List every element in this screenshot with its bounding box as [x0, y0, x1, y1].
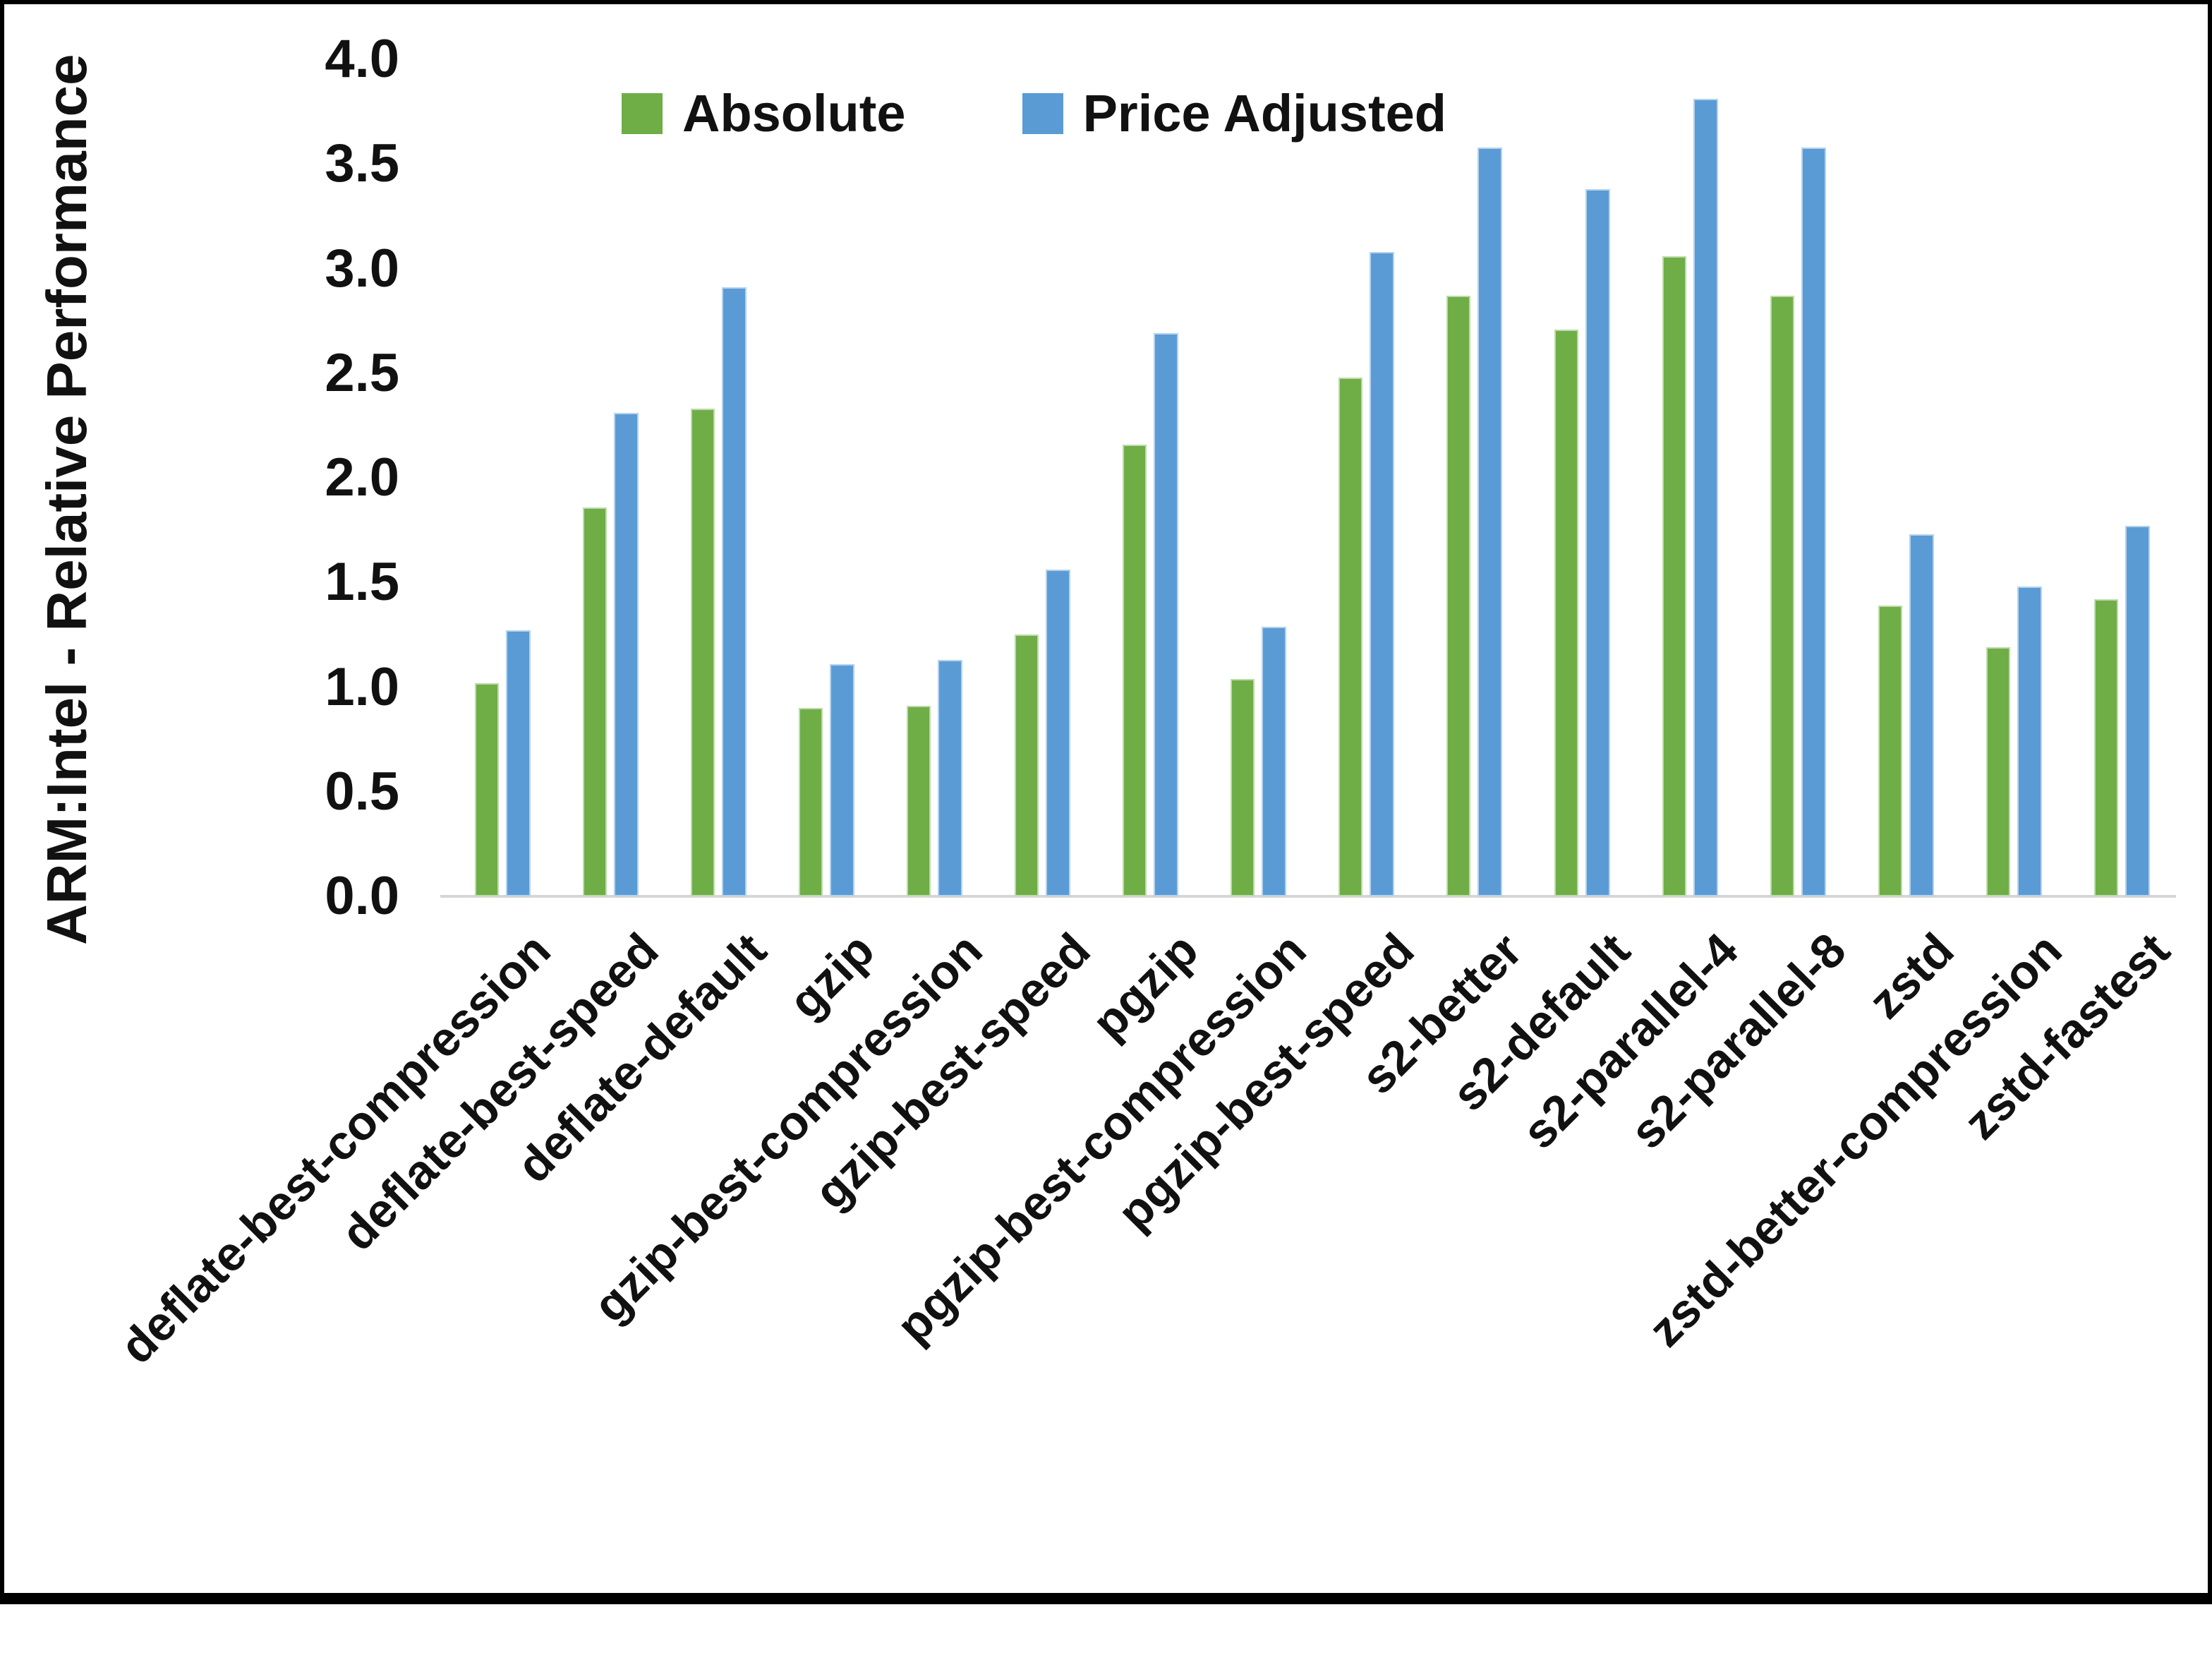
bar-price-adjusted-s2-parallel-4	[1693, 99, 1718, 896]
y-tick-label: 3.0	[325, 238, 399, 299]
bar-absolute-gzip-best-compression	[907, 706, 931, 896]
bar-price-adjusted-deflate-best-compression	[506, 630, 531, 896]
bar-price-adjusted-gzip-best-speed	[1046, 570, 1070, 896]
bar-absolute-zstd-fastest	[2094, 599, 2118, 896]
bar-absolute-pgzip-best-speed	[1338, 377, 1362, 896]
legend-label: Price Adjusted	[1082, 84, 1446, 143]
legend-item: Absolute	[622, 88, 906, 140]
bar-price-adjusted-s2-default	[1585, 188, 1610, 896]
bar-absolute-zstd	[1878, 605, 1902, 896]
bar-chart: ARM:Intel - Relative Performance 4.0 3.5 3…	[4, 4, 2208, 1593]
bar-price-adjusted-zstd-fastest	[2125, 526, 2150, 896]
bar-price-adjusted-zstd	[1909, 534, 1934, 896]
x-axis-line	[440, 895, 2176, 898]
y-tick-label: 3.5	[325, 133, 399, 194]
y-tick-label: 0.0	[325, 866, 399, 926]
bar-absolute-deflate-default	[691, 409, 715, 896]
y-tick-label: 0.5	[325, 761, 399, 822]
y-tick-label: 1.0	[325, 656, 399, 717]
bar-price-adjusted-zstd-better-compression	[2017, 587, 2042, 896]
y-axis-title: ARM:Intel - Relative Performance	[35, 54, 98, 945]
bar-absolute-pgzip-best-compression	[1231, 678, 1255, 896]
bar-absolute-pgzip	[1123, 444, 1147, 896]
bar-absolute-gzip	[799, 708, 823, 896]
legend-swatch-icon	[622, 93, 663, 134]
bar-absolute-gzip-best-speed	[1015, 634, 1039, 896]
bar-absolute-s2-parallel-8	[1770, 296, 1794, 896]
bar-price-adjusted-deflate-best-speed	[614, 413, 639, 896]
bar-price-adjusted-gzip-best-compression	[938, 659, 962, 896]
y-tick-label: 2.5	[325, 342, 399, 403]
y-tick-label: 4.0	[325, 29, 399, 89]
legend-swatch-icon	[1022, 93, 1063, 134]
bar-price-adjusted-gzip	[830, 663, 854, 896]
bar-absolute-deflate-best-speed	[583, 507, 607, 896]
bar-price-adjusted-s2-parallel-8	[1801, 147, 1826, 896]
bar-absolute-deflate-best-compression	[475, 682, 499, 896]
bar-price-adjusted-pgzip-best-compression	[1262, 626, 1286, 896]
bar-price-adjusted-pgzip	[1154, 333, 1178, 896]
bar-absolute-s2-default	[1554, 329, 1578, 896]
legend: Absolute Price Adjusted	[622, 88, 1563, 140]
bar-price-adjusted-pgzip-best-speed	[1370, 251, 1394, 896]
legend-item: Price Adjusted	[1022, 88, 1446, 140]
bar-absolute-s2-better	[1446, 296, 1470, 896]
bar-absolute-zstd-better-compression	[1986, 647, 2010, 896]
bar-absolute-s2-parallel-4	[1662, 255, 1686, 896]
plot-area	[440, 59, 2176, 898]
legend-label: Absolute	[682, 84, 906, 143]
bar-price-adjusted-deflate-default	[722, 287, 747, 896]
y-tick-label: 1.5	[325, 552, 399, 613]
bar-price-adjusted-s2-better	[1477, 147, 1502, 896]
y-tick-label: 2.0	[325, 447, 399, 507]
